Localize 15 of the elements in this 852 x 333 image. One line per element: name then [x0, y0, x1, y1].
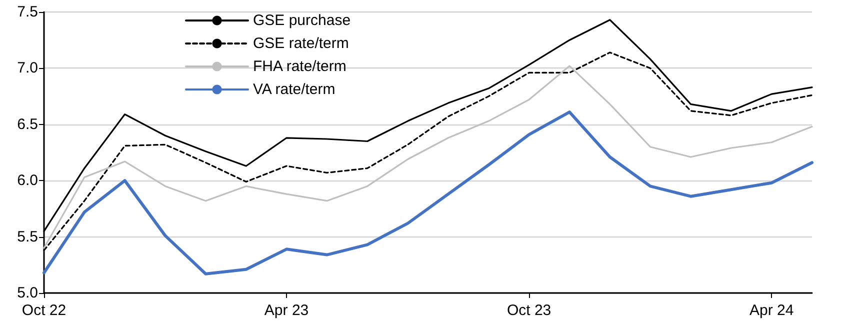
x-tick-label: Oct 22 [22, 302, 66, 319]
line-series [42, 110, 814, 276]
y-tick-label: 7.0 [17, 60, 38, 77]
legend-label: GSE rate/term [253, 35, 349, 52]
legend-label: FHA rate/term [253, 58, 346, 75]
x-tick-label: Apr 23 [264, 302, 309, 319]
legend-label: VA rate/term [253, 81, 336, 98]
y-tick-label: 6.5 [17, 116, 38, 133]
y-tick-label: 7.5 [17, 4, 38, 20]
legend-label: GSE purchase [253, 12, 351, 29]
x-tick-label: Oct 23 [506, 302, 552, 319]
y-tick-label: 6.0 [17, 172, 38, 190]
y-tick-label: 5.5 [17, 228, 38, 246]
x-tick-label: Apr 24 [749, 302, 794, 319]
y-tick-label: 5.0 [17, 284, 38, 302]
